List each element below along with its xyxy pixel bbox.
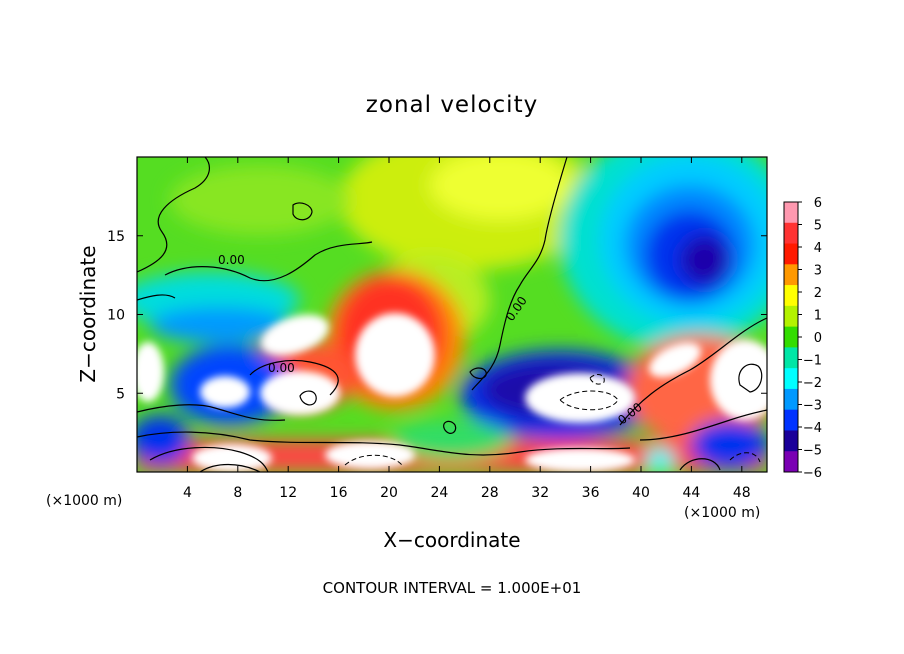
x-tick-label: 48 — [733, 485, 751, 501]
colorbar-swatch — [784, 264, 798, 286]
x-axis-ticks: 4 8 12 16 20 24 28 32 36 40 44 48 — [183, 157, 751, 501]
colorbar-tick-label: 1 — [814, 309, 822, 324]
colorbar-tick-label: −1 — [803, 354, 822, 369]
x-tick-label: 36 — [582, 485, 600, 501]
x-tick-label: 16 — [330, 485, 348, 501]
x-tick-label: 20 — [380, 485, 398, 501]
contour-label: 0.00 — [268, 361, 295, 375]
colorbar-tick-label: 3 — [814, 264, 822, 279]
y-tick-label: 15 — [107, 229, 125, 245]
colorbar-tick-label: 2 — [814, 286, 822, 301]
colorbar-swatch — [784, 243, 798, 265]
contour-interval-note: CONTOUR INTERVAL = 1.000E+01 — [323, 579, 582, 597]
dashed-contours — [344, 374, 761, 466]
colorbar-tick-label: −2 — [803, 376, 822, 391]
x-tick-label: 32 — [531, 485, 549, 501]
x-tick-label: 44 — [682, 485, 700, 501]
y-tick-label: 5 — [116, 386, 125, 402]
x-tick-label: 4 — [183, 485, 192, 501]
x-tick-label: 24 — [430, 485, 448, 501]
colorbar-swatch — [784, 388, 798, 411]
plot-area — [137, 157, 767, 472]
colorbar-swatch — [784, 451, 798, 473]
colorbar-swatch — [784, 368, 798, 390]
x-axis-label: X−coordinate — [383, 528, 520, 552]
colorbar-tick-label: 4 — [814, 241, 822, 256]
colorbar-tick-label: −5 — [803, 444, 822, 459]
colorbar-tick-label: 0 — [814, 331, 822, 346]
colorbar-swatch — [784, 285, 798, 307]
colorbar-tick-label: 6 — [814, 196, 822, 211]
y-axis-ticks: 5 10 15 — [107, 229, 767, 402]
colorbar-swatch — [784, 347, 798, 369]
colorbar-tick-label: −3 — [803, 399, 822, 414]
x-tick-label: 28 — [481, 485, 499, 501]
colorbar-tick-label: −4 — [803, 421, 822, 436]
colorbar-swatch — [784, 326, 798, 348]
x-unit-left: (×1000 m) — [46, 493, 122, 509]
y-tick-label: 10 — [107, 308, 125, 324]
x-tick-label: 40 — [632, 485, 650, 501]
chart-title: zonal velocity — [366, 92, 538, 118]
colorbar-swatch — [784, 430, 798, 452]
colorbar-swatch — [784, 305, 798, 328]
x-unit-right: (×1000 m) — [684, 505, 760, 521]
colorbar-tick-label: 5 — [814, 219, 822, 234]
colorbar-swatch — [784, 202, 798, 224]
x-tick-label: 8 — [233, 485, 242, 501]
colorbar-tick-label: −6 — [803, 466, 822, 481]
colorbar-swatch — [784, 222, 798, 245]
contour-lines — [137, 157, 767, 472]
contour-label: 0.00 — [218, 253, 245, 267]
colorbar-swatch — [784, 409, 798, 431]
colorbar: 6 5 4 3 2 1 0 −1 −2 −3 −4 −5 −6 — [783, 196, 822, 481]
y-axis-label: Z−coordinate — [76, 245, 100, 382]
x-tick-label: 12 — [279, 485, 297, 501]
